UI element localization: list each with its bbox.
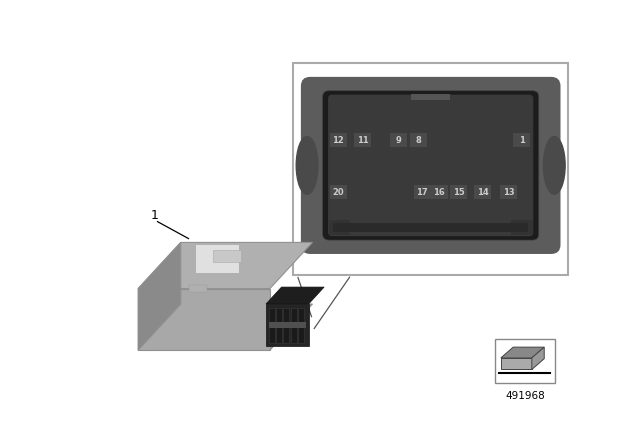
Text: 11: 11 bbox=[357, 135, 369, 145]
Bar bbox=[291, 308, 297, 343]
Bar bbox=[276, 308, 282, 343]
FancyBboxPatch shape bbox=[323, 90, 539, 240]
Bar bbox=[411, 94, 450, 100]
Polygon shape bbox=[501, 358, 532, 370]
Text: 9: 9 bbox=[396, 135, 401, 145]
Ellipse shape bbox=[543, 137, 565, 194]
Text: 1: 1 bbox=[519, 135, 525, 145]
Polygon shape bbox=[501, 347, 544, 358]
Text: 8: 8 bbox=[416, 135, 422, 145]
Bar bbox=[495, 339, 555, 383]
Bar bbox=[390, 133, 407, 147]
Polygon shape bbox=[138, 304, 312, 350]
Polygon shape bbox=[532, 347, 544, 370]
Bar bbox=[413, 185, 431, 199]
FancyBboxPatch shape bbox=[329, 95, 532, 236]
Bar bbox=[269, 308, 275, 343]
Bar bbox=[451, 185, 467, 199]
Text: 20: 20 bbox=[332, 188, 344, 197]
Bar bbox=[355, 133, 371, 147]
Bar bbox=[474, 185, 491, 199]
Polygon shape bbox=[138, 242, 312, 289]
Bar bbox=[431, 185, 448, 199]
Text: 16: 16 bbox=[433, 188, 445, 197]
Text: 491968: 491968 bbox=[505, 391, 545, 401]
Text: 1: 1 bbox=[150, 209, 158, 222]
Polygon shape bbox=[196, 246, 239, 273]
Text: 17: 17 bbox=[416, 188, 428, 197]
Polygon shape bbox=[138, 289, 270, 350]
Bar bbox=[500, 185, 517, 199]
Bar bbox=[410, 133, 428, 147]
Bar bbox=[298, 308, 304, 343]
Bar bbox=[513, 133, 531, 147]
Bar bbox=[293, 63, 568, 275]
Polygon shape bbox=[213, 250, 241, 263]
Polygon shape bbox=[189, 285, 207, 293]
Text: 12: 12 bbox=[332, 135, 344, 145]
Bar bbox=[330, 185, 347, 199]
Text: 13: 13 bbox=[502, 188, 515, 197]
Ellipse shape bbox=[296, 137, 318, 194]
Polygon shape bbox=[266, 304, 308, 346]
Text: 15: 15 bbox=[453, 188, 465, 197]
Bar bbox=[329, 220, 351, 236]
FancyBboxPatch shape bbox=[301, 77, 561, 254]
Polygon shape bbox=[266, 287, 324, 304]
Bar bbox=[511, 220, 532, 236]
Text: 14: 14 bbox=[477, 188, 488, 197]
Bar bbox=[283, 308, 289, 343]
Polygon shape bbox=[138, 242, 180, 350]
Bar bbox=[269, 322, 305, 328]
Bar bbox=[330, 133, 347, 147]
Bar bbox=[333, 223, 528, 233]
